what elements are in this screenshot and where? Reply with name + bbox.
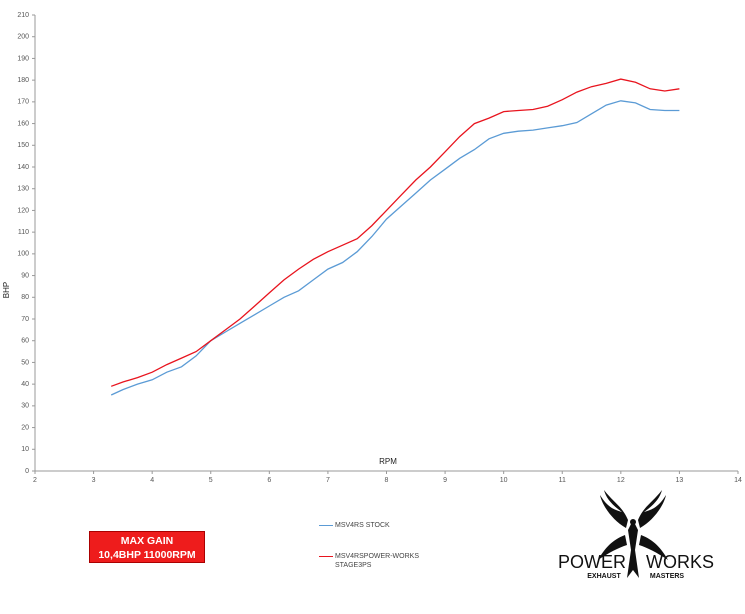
legend-label: MSV4RSPOWER-WORKS STAGE3PS — [335, 553, 420, 569]
logo-brand: POWER — [558, 552, 626, 572]
y-tick-label: 130 — [17, 186, 29, 193]
legend-label: MSV4RS STOCK — [335, 522, 390, 529]
y-tick-label: 0 — [25, 468, 29, 475]
x-tick-label: 2 — [33, 477, 37, 484]
x-tick-label: 11 — [559, 477, 566, 484]
logo-brand: WORKS — [646, 552, 714, 572]
legend-swatch — [319, 556, 333, 558]
annotation-line: MAX GAIN — [120, 535, 174, 547]
logo-tagline: EXHAUST — [587, 573, 621, 580]
y-tick-label: 110 — [18, 229, 29, 236]
y-tick-label: 100 — [17, 251, 29, 258]
y-tick-label: 10 — [21, 446, 29, 453]
y-tick-label: 150 — [17, 142, 29, 149]
x-axis-label: RPM — [379, 457, 397, 466]
y-tick-label: 170 — [17, 99, 29, 106]
legend-swatch — [319, 525, 333, 527]
x-tick-label: 3 — [92, 477, 96, 484]
y-tick-label: 90 — [21, 272, 29, 279]
y-tick-label: 70 — [21, 316, 29, 323]
y-tick-label: 160 — [17, 120, 29, 127]
logo-tagline: MASTERS — [650, 573, 685, 580]
annotation-line: 10,4BHP 11000RPM — [98, 549, 196, 561]
y-tick-label: 20 — [21, 424, 29, 431]
y-tick-label: 80 — [21, 294, 29, 301]
series-line — [110, 78, 680, 387]
y-tick-label: 210 — [17, 12, 29, 19]
x-tick-label: 4 — [150, 477, 154, 484]
logo-icon — [598, 490, 668, 578]
x-tick-label: 14 — [734, 477, 742, 484]
y-tick-label: 190 — [17, 55, 29, 62]
y-tick-label: 140 — [17, 164, 29, 171]
y-tick-label: 40 — [21, 381, 29, 388]
annotation: MAX GAIN 10,4BHP 11000RPM — [89, 531, 205, 563]
y-tick-label: 50 — [21, 359, 29, 366]
x-tick-label: 7 — [326, 477, 330, 484]
y-tick-label: 120 — [17, 207, 29, 214]
x-tick-label: 9 — [443, 477, 447, 484]
y-tick-label: 200 — [17, 34, 29, 41]
x-tick-label: 13 — [676, 477, 684, 484]
y-tick-label: 30 — [21, 403, 29, 410]
y-axis-label: BHP — [2, 282, 11, 298]
y-tick-label: 180 — [17, 77, 29, 84]
x-tick-label: 10 — [500, 477, 508, 484]
x-tick-label: 8 — [385, 477, 389, 484]
x-tick-label: 6 — [267, 477, 271, 484]
x-tick-label: 5 — [209, 477, 213, 484]
x-tick-label: 12 — [617, 477, 625, 484]
series-line — [110, 100, 680, 396]
y-tick-label: 60 — [21, 338, 29, 345]
